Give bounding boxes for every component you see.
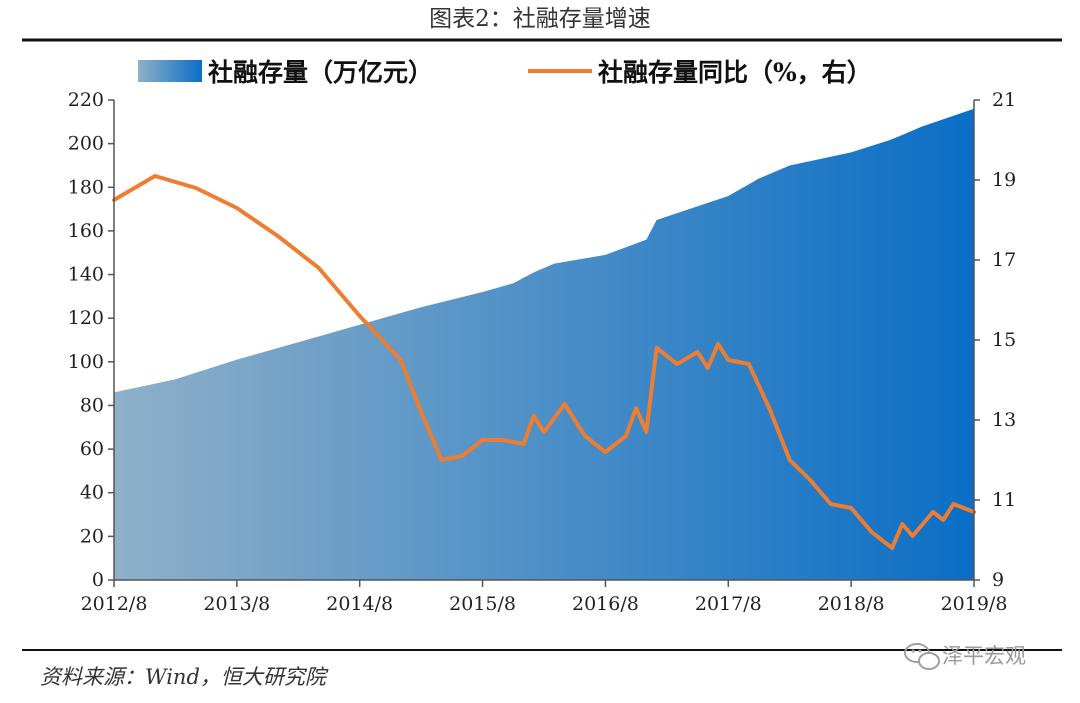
y-left-tick-label: 200 (68, 133, 104, 155)
x-tick-label: 2018/8 (818, 593, 885, 615)
x-tick-label: 2013/8 (203, 593, 270, 615)
y-left-tick-label: 20 (80, 525, 104, 547)
line-series-yoy (112, 174, 976, 550)
y-right-tick-label: 15 (992, 329, 1016, 351)
y-left-tick-label: 100 (68, 351, 104, 373)
y-right-tick-label: 13 (992, 409, 1016, 431)
y-left-tick-label: 180 (68, 176, 104, 198)
x-tick-label: 2015/8 (449, 593, 516, 615)
x-tick-label: 2012/8 (81, 593, 148, 615)
watermark-text: 泽平宏观 (942, 644, 1026, 668)
x-tick-label: 2014/8 (326, 593, 393, 615)
y-left-tick-label: 60 (80, 438, 104, 460)
y-right-tick-label: 9 (992, 569, 1004, 591)
y-left-tick-label: 80 (80, 394, 104, 416)
legend-swatch-area (138, 60, 202, 82)
y-left-tick-label: 40 (80, 482, 104, 504)
wechat-icon (904, 643, 940, 670)
y-left-tick-label: 120 (68, 307, 104, 329)
y-right-tick-label: 21 (992, 89, 1016, 111)
axes: 0 20 40 60 80 100 120 140 160 180 200 220 9 11 13 15 17 1… (68, 89, 1016, 615)
source-note: 资料来源：Wind，恒大研究院 (40, 665, 329, 689)
y-left-tick-label: 140 (68, 264, 104, 286)
x-tick-label: 2019/8 (941, 593, 1008, 615)
area-series-stock (114, 108, 974, 580)
legend: 社融存量（万亿元） 社融存量同比（%，右） (138, 58, 872, 87)
plot-area (112, 108, 976, 580)
legend-label-line: 社融存量同比（%，右） (598, 58, 872, 87)
y-right-tick-label: 11 (992, 489, 1016, 511)
y-left-tick-label: 220 (68, 89, 104, 111)
watermark: 泽平宏观 (904, 643, 1026, 670)
y-right-tick-label: 19 (992, 169, 1016, 191)
y-right-tick-label: 17 (992, 249, 1016, 271)
chart-title: 图表2：社融存量增速 (429, 6, 651, 32)
legend-label-area: 社融存量（万亿元） (208, 58, 433, 87)
y-left-tick-label: 0 (92, 569, 104, 591)
x-tick-label: 2016/8 (572, 593, 639, 615)
y-left-tick-label: 160 (68, 220, 104, 242)
x-tick-label: 2017/8 (695, 593, 762, 615)
